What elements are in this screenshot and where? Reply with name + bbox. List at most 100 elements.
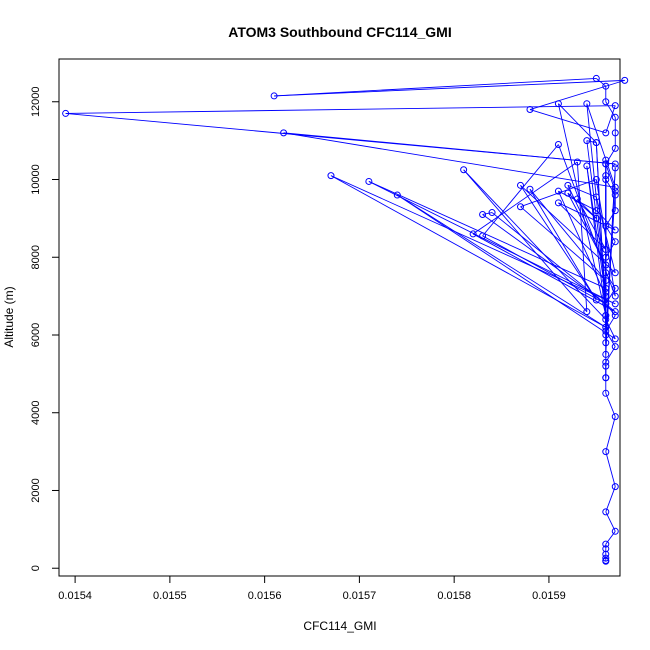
data-point xyxy=(270,92,278,100)
data-point xyxy=(611,187,619,195)
data-point xyxy=(583,137,591,145)
series-segment xyxy=(397,194,616,340)
series-segment xyxy=(576,161,588,312)
data-point xyxy=(611,160,619,168)
data-point xyxy=(611,129,619,137)
data-point xyxy=(611,308,619,316)
series-segment xyxy=(472,233,616,313)
series-segment xyxy=(472,161,578,235)
data-point xyxy=(611,335,619,343)
series-segment xyxy=(397,194,607,328)
data-point xyxy=(602,312,610,320)
data-point xyxy=(602,540,610,548)
data-point xyxy=(611,113,619,121)
data-point xyxy=(516,203,524,211)
data-point xyxy=(602,253,610,261)
plot-frame xyxy=(58,58,621,577)
series-segment xyxy=(605,105,616,134)
x-tick-label: 0.0156 xyxy=(248,590,282,602)
series-segment xyxy=(463,169,588,312)
series-segment xyxy=(529,188,597,301)
series-segment xyxy=(605,167,616,355)
data-point xyxy=(611,191,619,199)
data-point xyxy=(611,343,619,351)
series-segment xyxy=(605,163,616,192)
data-point xyxy=(592,214,600,222)
data-point xyxy=(602,82,610,90)
series-segment xyxy=(595,142,607,328)
series-segment xyxy=(557,103,607,316)
series-segment xyxy=(65,105,616,114)
series-points xyxy=(62,74,629,565)
data-point xyxy=(602,362,610,370)
x-tick-label: 0.0157 xyxy=(343,590,377,602)
data-point xyxy=(602,269,610,277)
data-point xyxy=(602,315,610,323)
data-point xyxy=(602,550,610,558)
data-point xyxy=(602,554,610,562)
data-point xyxy=(611,144,619,152)
data-point xyxy=(611,292,619,300)
series-segment xyxy=(605,451,616,487)
data-point xyxy=(592,207,600,215)
data-point xyxy=(602,508,610,516)
series-segment xyxy=(529,188,607,281)
data-point xyxy=(469,230,477,238)
data-point xyxy=(592,296,600,304)
series-segment xyxy=(596,78,607,87)
y-axis: 0 2000 4000 6000 8000 10000 12000 xyxy=(30,86,60,571)
data-point xyxy=(611,207,619,215)
data-point xyxy=(602,292,610,300)
series-segment xyxy=(557,190,607,297)
data-point xyxy=(602,339,610,347)
series-segment xyxy=(463,169,607,320)
series-segment xyxy=(567,192,597,219)
data-point xyxy=(516,181,524,189)
data-point xyxy=(602,261,610,269)
data-point xyxy=(479,210,487,218)
data-point xyxy=(602,327,610,335)
series-segment xyxy=(605,393,616,417)
data-point xyxy=(611,284,619,292)
data-point xyxy=(62,109,70,117)
series-segment xyxy=(567,184,597,198)
series-segment xyxy=(605,486,616,513)
data-point xyxy=(602,389,610,397)
y-axis-label: Altitude (m) xyxy=(2,286,16,347)
data-point xyxy=(602,448,610,456)
series-segment xyxy=(482,212,493,215)
data-point xyxy=(526,106,534,114)
series-segment xyxy=(586,165,607,316)
data-point xyxy=(365,177,373,185)
data-point xyxy=(602,160,610,168)
series-segment xyxy=(586,103,616,188)
data-point xyxy=(602,545,610,553)
x-tick-label: 0.0155 xyxy=(153,590,187,602)
data-point xyxy=(554,199,562,207)
data-point xyxy=(611,164,619,172)
data-point xyxy=(592,139,600,147)
data-point xyxy=(602,323,610,331)
series-segment xyxy=(605,416,616,452)
data-point xyxy=(602,172,610,180)
data-point xyxy=(602,288,610,296)
x-axis: 0.0154 0.0155 0.0156 0.0157 0.0158 0.0159 xyxy=(58,575,566,602)
data-point xyxy=(592,176,600,184)
data-point xyxy=(602,245,610,253)
data-point xyxy=(564,189,572,197)
data-point xyxy=(554,141,562,149)
series-segment xyxy=(520,185,616,274)
series-segment xyxy=(482,214,607,305)
data-point xyxy=(611,527,619,535)
y-tick-label: 12000 xyxy=(30,86,42,117)
data-point xyxy=(573,195,581,203)
chart-title: ATOM3 Southbound CFC114_GMI xyxy=(228,24,452,40)
data-point xyxy=(602,284,610,292)
data-point xyxy=(602,98,610,106)
y-tick-label: 2000 xyxy=(30,478,42,502)
series-segment xyxy=(283,132,616,188)
y-tick-label: 4000 xyxy=(30,400,42,424)
data-point xyxy=(573,158,581,166)
data-point xyxy=(611,413,619,421)
y-tick-label: 8000 xyxy=(30,245,42,269)
